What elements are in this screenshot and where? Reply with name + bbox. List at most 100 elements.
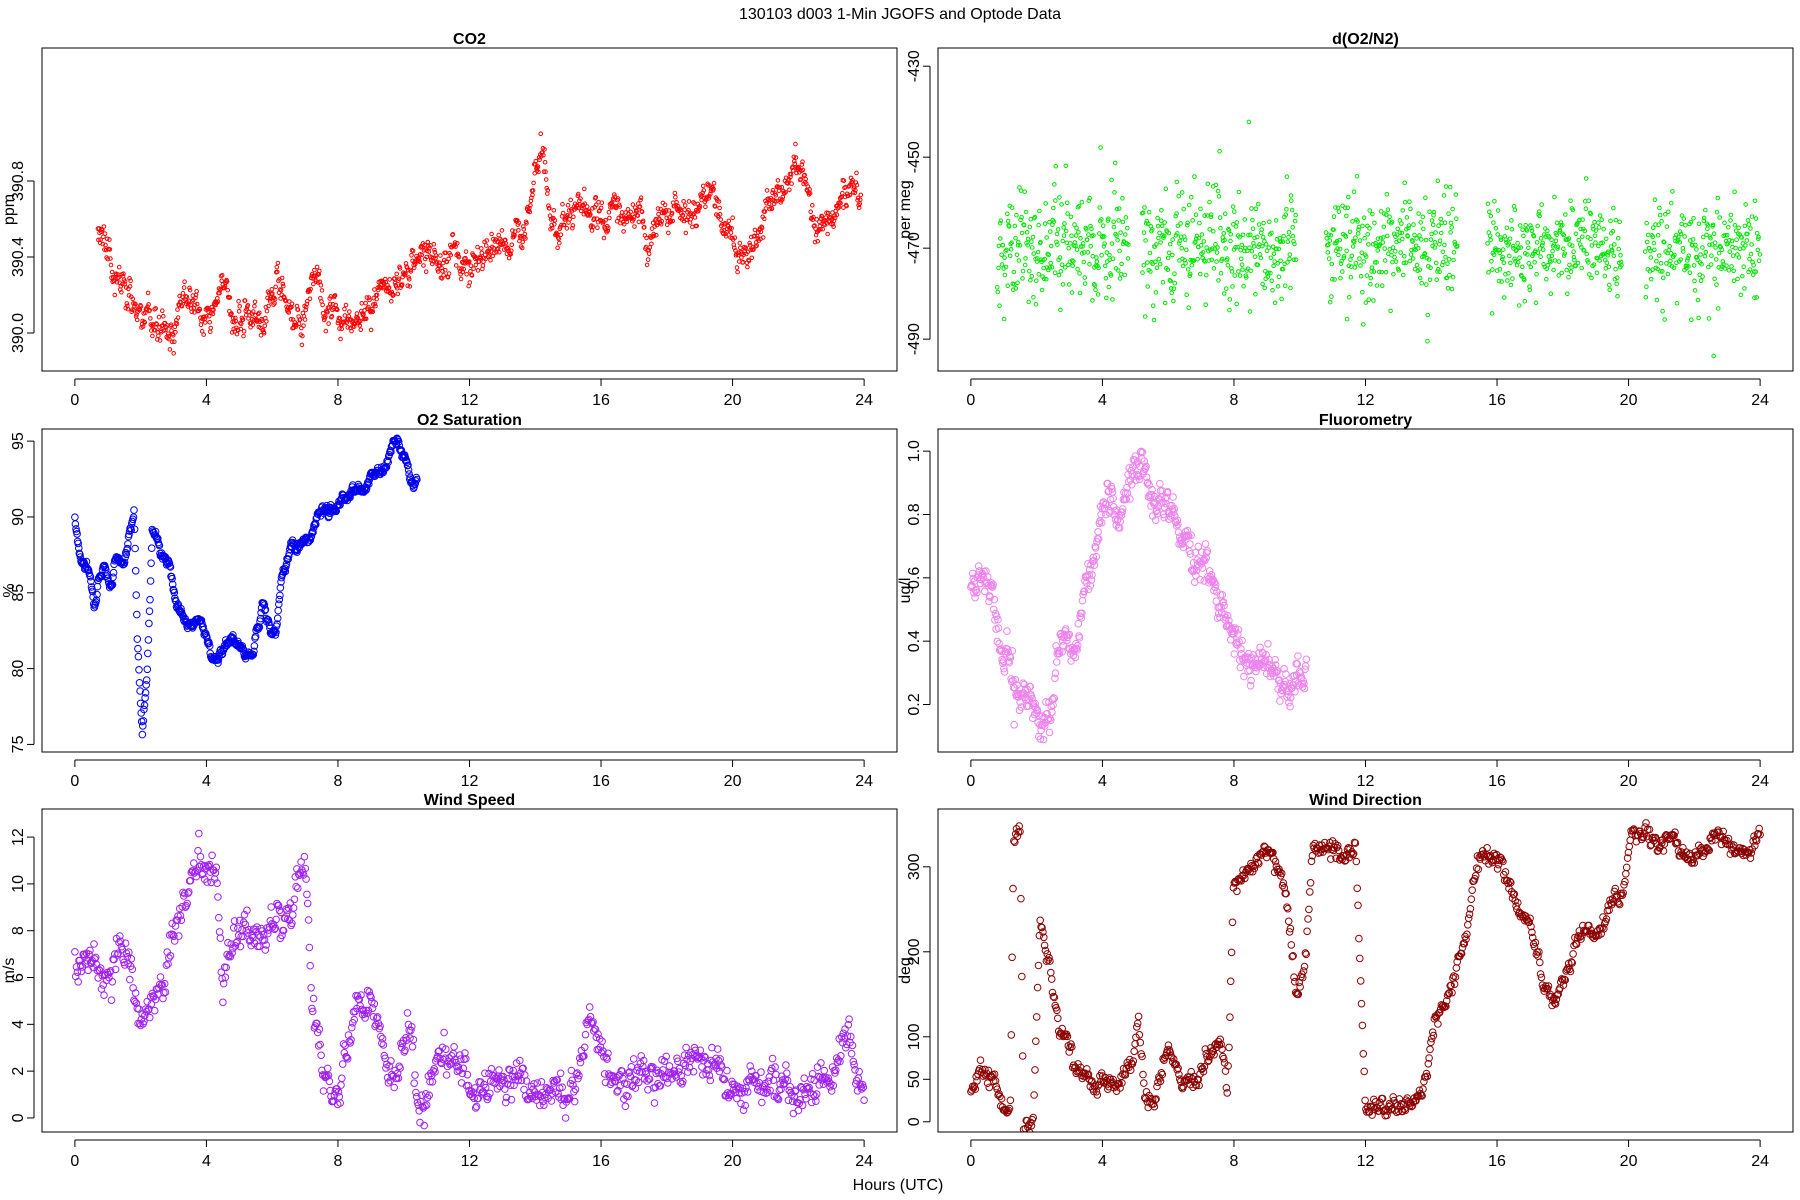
data-point — [357, 991, 365, 999]
data-point — [786, 1082, 794, 1091]
data-point — [738, 245, 743, 251]
wdir-points — [967, 819, 1764, 1132]
data-point — [1090, 298, 1095, 303]
data-point — [98, 237, 103, 242]
data-point — [543, 1085, 552, 1093]
data-point — [723, 1066, 731, 1075]
data-point — [1399, 230, 1405, 236]
data-point — [1733, 228, 1739, 233]
data-point — [1411, 222, 1416, 227]
data-point — [1350, 219, 1355, 224]
data-point — [1178, 221, 1183, 226]
x-tick-label: 24 — [855, 1153, 873, 1170]
data-point — [1487, 209, 1492, 215]
data-point — [1013, 286, 1019, 291]
data-point — [373, 1014, 381, 1023]
data-point — [342, 1052, 350, 1061]
data-point — [1703, 207, 1708, 213]
data-point — [1066, 245, 1071, 251]
data-point — [1584, 251, 1589, 257]
data-point — [682, 203, 688, 208]
data-point — [836, 1057, 844, 1066]
data-point — [1360, 289, 1365, 295]
data-point — [1371, 298, 1376, 303]
data-point — [1073, 233, 1079, 238]
data-point — [565, 1094, 573, 1102]
data-point — [1749, 242, 1754, 247]
data-point — [799, 162, 805, 167]
data-point — [735, 269, 740, 275]
data-point — [299, 342, 305, 348]
data-point — [100, 991, 108, 1000]
data-point — [114, 949, 122, 958]
data-point — [76, 961, 85, 970]
data-point — [1343, 234, 1349, 239]
data-point — [694, 223, 700, 229]
data-point — [746, 1062, 755, 1070]
data-point — [1348, 274, 1354, 280]
data-point — [1059, 202, 1064, 207]
y-tick-label: 75 — [10, 735, 27, 753]
x-tick-label: 4 — [202, 773, 211, 790]
data-point — [143, 665, 152, 674]
data-point — [1512, 207, 1518, 213]
data-point — [261, 606, 269, 615]
data-point — [127, 955, 136, 963]
data-point — [619, 210, 625, 215]
data-point — [1300, 684, 1309, 693]
data-point — [1698, 252, 1703, 257]
data-point — [1573, 263, 1578, 269]
data-point — [1690, 243, 1695, 248]
data-point — [258, 333, 264, 338]
data-point — [1052, 658, 1061, 666]
data-point — [394, 271, 400, 277]
data-point — [1153, 259, 1158, 265]
data-point — [192, 302, 198, 308]
x-tick-label: 24 — [855, 392, 873, 409]
data-point — [1166, 250, 1172, 256]
data-point — [1433, 230, 1438, 235]
data-point — [1611, 253, 1617, 259]
data-point — [1268, 270, 1273, 276]
data-point — [1187, 273, 1193, 279]
data-point — [249, 650, 258, 659]
data-point — [1142, 205, 1147, 210]
data-point — [1518, 245, 1524, 250]
co2-title: CO2 — [453, 31, 486, 48]
data-point — [580, 1052, 588, 1060]
data-point — [151, 527, 160, 536]
data-point — [798, 176, 804, 182]
data-point — [607, 215, 612, 221]
data-point — [1288, 193, 1294, 198]
data-point — [1521, 233, 1526, 239]
data-point — [1028, 277, 1033, 283]
data-point — [655, 206, 661, 211]
data-point — [154, 534, 162, 543]
data-point — [1695, 257, 1700, 263]
data-point — [1013, 235, 1018, 241]
data-point — [612, 194, 618, 199]
data-point — [1591, 262, 1597, 267]
data-point — [432, 247, 437, 253]
data-point — [131, 989, 140, 997]
data-point — [425, 239, 431, 245]
x-tick-label: 8 — [1230, 773, 1239, 790]
data-point — [1159, 223, 1165, 229]
data-point — [301, 323, 306, 329]
data-point — [516, 220, 522, 226]
data-point — [973, 1077, 981, 1085]
data-point — [1172, 280, 1178, 286]
data-point — [177, 604, 185, 613]
wspd-points — [71, 829, 868, 1130]
data-point — [1074, 247, 1080, 252]
data-point — [369, 306, 375, 312]
data-point — [1000, 664, 1008, 673]
data-point — [1230, 650, 1239, 658]
data-point — [1035, 711, 1044, 720]
data-point — [272, 301, 277, 306]
data-point — [262, 323, 268, 329]
data-point — [381, 464, 389, 473]
data-point — [1195, 256, 1200, 262]
